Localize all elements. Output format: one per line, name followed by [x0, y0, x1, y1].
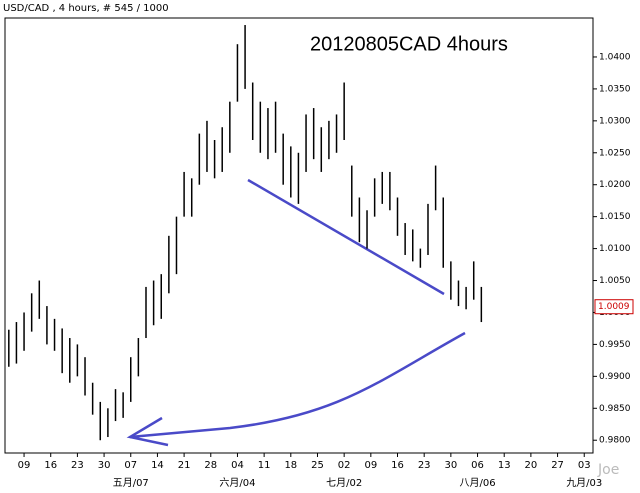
x-tick-label: 23 [418, 460, 431, 471]
header: USD/CAD , 4 hours, # 545 / 1000 [3, 3, 169, 14]
x-tick-label: 09 [364, 460, 377, 471]
y-tick-label: 0.9950 [599, 340, 631, 350]
x-tick-label: 06 [471, 460, 484, 471]
x-tick-label: 16 [391, 460, 404, 471]
x-tick-label: 02 [338, 460, 351, 471]
y-tick-label: 0.9800 [599, 436, 631, 446]
x-tick-label: 30 [444, 460, 457, 471]
y-tick-label: 1.0200 [599, 180, 631, 190]
arrow-head [126, 416, 169, 447]
x-tick-label: 03 [578, 460, 591, 471]
month-label: 五月/07 [113, 477, 149, 489]
x-tick-label: 30 [98, 460, 111, 471]
y-tick-label: 1.0150 [599, 212, 631, 222]
y-tick-label: 1.0050 [599, 276, 631, 286]
x-tick-label: 28 [204, 460, 217, 471]
y-tick-label: 1.0250 [599, 148, 631, 158]
x-tick-label: 23 [71, 460, 84, 471]
x-tick-label: 07 [124, 460, 137, 471]
arrow-curve [129, 331, 466, 439]
plot-frame [4, 17, 594, 454]
y-tick-label: 1.0300 [599, 116, 631, 126]
trend-line [247, 178, 445, 296]
month-label: 九月/03 [566, 477, 602, 489]
last-price-box [594, 299, 634, 315]
y-tick-label: 0.9900 [599, 372, 631, 382]
month-label: 七月/02 [326, 477, 362, 489]
x-tick-label: 14 [151, 460, 164, 471]
watermark: Joe [597, 462, 619, 478]
y-tick-label: 0.9850 [599, 404, 631, 414]
x-tick-label: 18 [284, 460, 297, 471]
x-tick-label: 11 [258, 460, 271, 471]
x-tick-label: 21 [178, 460, 191, 471]
x-tick-label: 16 [44, 460, 57, 471]
x-tick-label: 09 [18, 460, 31, 471]
last-price-label: 1.0009 [598, 302, 630, 312]
x-tick-label: 20 [525, 460, 538, 471]
month-label: 六月/04 [219, 477, 255, 489]
y-tick-label: 1.0350 [599, 84, 631, 94]
x-tick-label: 25 [311, 460, 324, 471]
y-tick-label: 1.0100 [599, 244, 631, 254]
month-label: 八月/06 [459, 477, 495, 489]
chart-title: 20120805CAD 4hours [310, 33, 508, 55]
x-tick-label: 13 [498, 460, 511, 471]
y-tick-label: 1.0400 [599, 52, 631, 62]
x-tick-label: 04 [231, 460, 244, 471]
x-tick-label: 27 [551, 460, 564, 471]
